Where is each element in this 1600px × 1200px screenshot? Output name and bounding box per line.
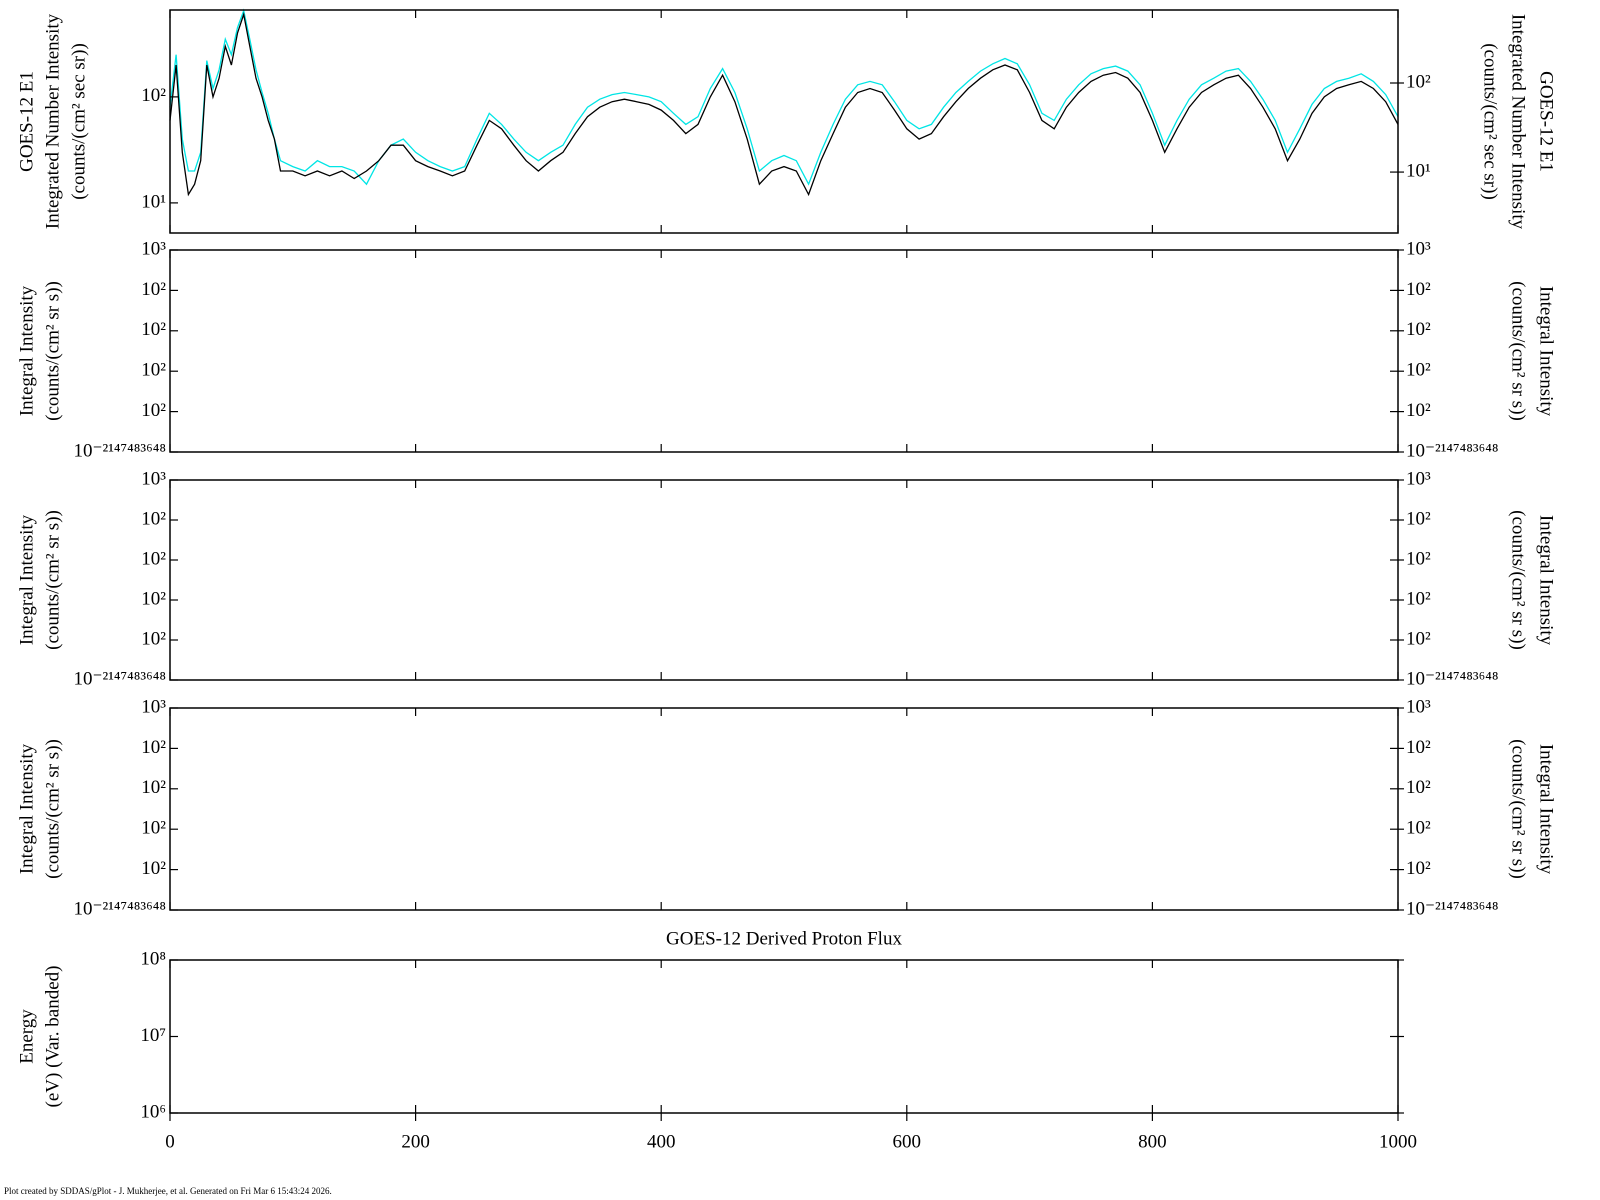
y2-axis-label: Integral Intensity (1536, 515, 1557, 646)
x-tick-label: 0 (165, 1131, 175, 1152)
y-tick-label: 10² (141, 360, 166, 381)
panel-frame (169, 249, 1399, 453)
y-tick-label: 10² (141, 588, 166, 609)
y-axis-label: (counts/(cm² sec sr)) (68, 43, 89, 200)
x-tick-label: 400 (647, 1131, 676, 1152)
y2-axis-label: GOES-12 E1 (1536, 71, 1557, 172)
y-tick-label: 10⁻²¹⁴⁷⁴⁸³⁶⁴⁸ (74, 440, 167, 461)
x-tick-label: 1000 (1379, 1131, 1417, 1152)
y-axis-label: (counts/(cm² sr s)) (42, 510, 63, 650)
y-tick-label: 10³ (141, 238, 166, 259)
y-tick-label: 10² (141, 737, 166, 758)
x-tick-label: 200 (401, 1131, 430, 1152)
y-tick-label: 10³ (141, 468, 166, 489)
y-axis-label: Integral Intensity (16, 514, 37, 645)
y-axis-label: Integral Intensity (16, 743, 37, 874)
y2-tick-label: 10⁻²¹⁴⁷⁴⁸³⁶⁴⁸ (1406, 898, 1499, 919)
y2-tick-label: 10⁻²¹⁴⁷⁴⁸³⁶⁴⁸ (1406, 440, 1499, 461)
y2-tick-label: 10² (1406, 319, 1431, 340)
data-line (169, 8, 1399, 186)
y2-axis-label: (counts/(cm² sr s)) (1508, 281, 1529, 421)
y-tick-label: 10⁸ (140, 948, 166, 969)
y2-tick-label: 10² (1406, 818, 1431, 839)
y2-tick-label: 10¹ (1406, 160, 1431, 181)
panel-frame (169, 9, 1399, 234)
panel-frame (169, 959, 1399, 1114)
y-axis-label: Energy (16, 1009, 37, 1064)
y2-tick-label: 10² (1406, 858, 1431, 879)
y-tick-label: 10² (141, 508, 166, 529)
y-tick-label: 10⁶ (140, 1101, 166, 1122)
y-tick-label: 10⁻²¹⁴⁷⁴⁸³⁶⁴⁸ (74, 668, 167, 689)
y2-tick-label: 10³ (1406, 468, 1431, 489)
y2-tick-label: 10³ (1406, 696, 1431, 717)
y2-tick-label: 10² (1406, 400, 1431, 421)
x-tick-label: 600 (893, 1131, 922, 1152)
y2-tick-label: 10³ (1406, 238, 1431, 259)
y-tick-label: 10² (141, 818, 166, 839)
y-axis-label: (eV) (Var. banded) (42, 966, 63, 1108)
y2-tick-label: 10² (1406, 508, 1431, 529)
y2-axis-label: (counts/(cm² sec sr)) (1480, 43, 1501, 200)
data-line (169, 11, 1399, 197)
y-axis-label: Integral Intensity (16, 285, 37, 416)
y-axis-label: Integrated Number Intensity (42, 13, 63, 229)
y2-axis-label: (counts/(cm² sr s)) (1508, 510, 1529, 650)
y-axis-label: (counts/(cm² sr s)) (42, 739, 63, 879)
y2-tick-label: 10² (1406, 360, 1431, 381)
y-tick-label: 10⁻²¹⁴⁷⁴⁸³⁶⁴⁸ (74, 898, 167, 919)
y-axis-label: (counts/(cm² sr s)) (42, 281, 63, 421)
x-tick-label: 800 (1138, 1131, 1167, 1152)
y-tick-label: 10⁷ (140, 1025, 166, 1046)
y2-tick-label: 10² (1406, 71, 1431, 92)
y-tick-label: 10² (141, 777, 166, 798)
panel-frame (169, 707, 1399, 911)
y-tick-label: 10² (141, 858, 166, 879)
y2-tick-label: 10⁻²¹⁴⁷⁴⁸³⁶⁴⁸ (1406, 668, 1499, 689)
y2-tick-label: 10² (1406, 628, 1431, 649)
y-axis-label: GOES-12 E1 (16, 71, 37, 172)
y-tick-label: 10² (141, 279, 166, 300)
y2-axis-label: Integral Intensity (1536, 286, 1557, 417)
y-tick-label: 10² (141, 400, 166, 421)
y2-tick-label: 10² (1406, 548, 1431, 569)
y-tick-label: 10² (141, 548, 166, 569)
y-tick-label: 10³ (141, 696, 166, 717)
footer: Plot created by SDDAS/gPlot - J. Mukherj… (4, 1186, 332, 1196)
y2-tick-label: 10² (1406, 588, 1431, 609)
y2-tick-label: 10² (1406, 777, 1431, 798)
y2-axis-label: Integral Intensity (1536, 744, 1557, 875)
y-tick-label: 10¹ (141, 191, 166, 212)
y-tick-label: 10² (141, 628, 166, 649)
y-tick-label: 10² (141, 85, 166, 106)
y2-tick-label: 10² (1406, 737, 1431, 758)
y2-tick-label: 10² (1406, 279, 1431, 300)
panel-frame (169, 479, 1399, 681)
y-tick-label: 10² (141, 319, 166, 340)
y2-axis-label: (counts/(cm² sr s)) (1508, 739, 1529, 879)
y2-axis-label: Integrated Number Intensity (1508, 14, 1529, 230)
panel-title: GOES-12 Derived Proton Flux (666, 928, 902, 949)
